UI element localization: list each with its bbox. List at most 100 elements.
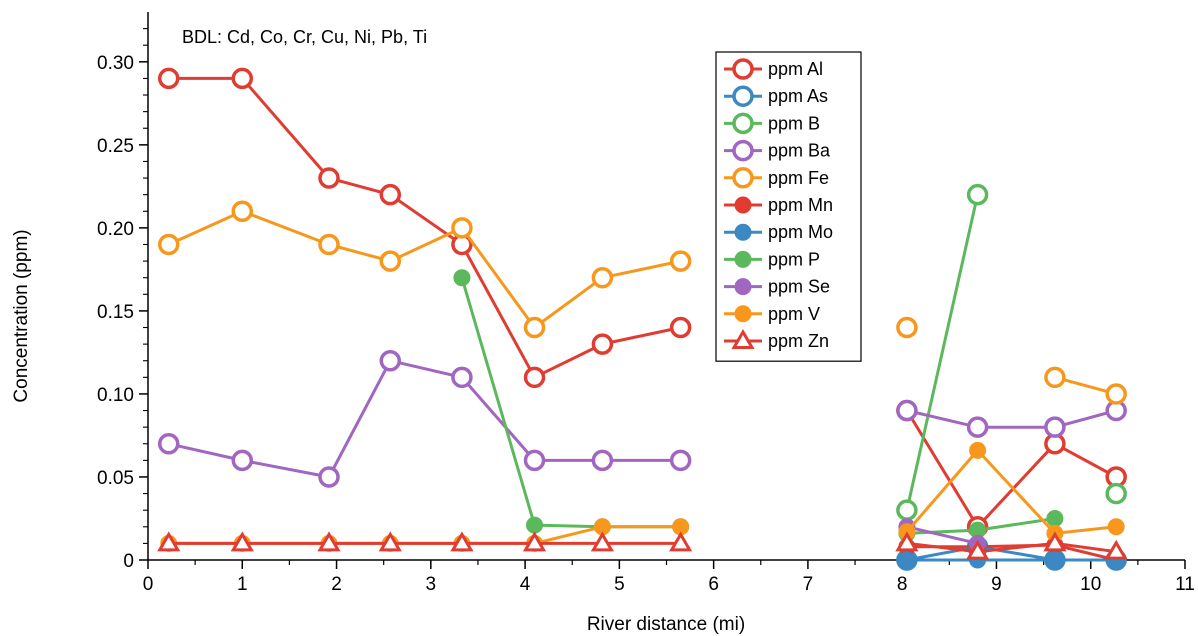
data-point	[450, 531, 474, 552]
data-point	[591, 266, 614, 289]
legend-label: ppm Ba	[768, 141, 831, 161]
data-point	[1107, 518, 1125, 536]
y-tick-label: 0.10	[97, 385, 134, 406]
series-line	[168, 76, 681, 379]
y-tick-label: 0.25	[97, 136, 134, 157]
data-point	[379, 349, 402, 372]
data-point	[1104, 539, 1128, 560]
data-point	[591, 333, 614, 355]
data-point	[669, 449, 692, 472]
x-tick-label: 3	[426, 574, 437, 595]
data-point	[966, 416, 989, 438]
data-point	[378, 531, 402, 552]
data-point	[379, 250, 402, 272]
bdl-note: BDL: Cd, Co, Cr, Cu, Ni, Pb, Ti	[182, 27, 427, 47]
series-line	[168, 209, 681, 329]
data-point	[318, 167, 340, 189]
legend-label: ppm V	[768, 304, 820, 324]
x-tick-label: 4	[520, 574, 531, 595]
data-point	[966, 183, 989, 206]
data-point	[526, 516, 544, 534]
data-point	[318, 233, 340, 256]
x-tick-label: 10	[1080, 574, 1101, 595]
legend-item: ppm Mo	[724, 222, 833, 242]
x-tick-label: 8	[897, 574, 908, 595]
data-point	[591, 449, 614, 472]
series-ppm-al	[157, 67, 1127, 538]
data-point	[590, 531, 615, 552]
series-line	[906, 409, 1117, 429]
x-tick-label: 5	[614, 574, 625, 595]
data-point	[732, 58, 754, 80]
data-point	[317, 531, 341, 552]
legend-item: ppm Se	[724, 277, 830, 297]
legend-label: ppm Al	[768, 59, 823, 79]
series-line	[906, 525, 978, 545]
data-point	[732, 139, 754, 162]
data-point	[732, 85, 754, 107]
legend-item: ppm V	[724, 304, 820, 324]
legend-label: ppm Mo	[768, 222, 833, 242]
x-tick-label: 6	[708, 574, 719, 595]
legend-label: ppm P	[768, 249, 820, 269]
data-point	[379, 183, 402, 206]
data-point	[231, 67, 254, 90]
data-point	[1105, 482, 1127, 505]
data-point	[157, 433, 180, 455]
data-point	[318, 466, 340, 488]
axes: 0 1 2 3 4 5 6 7 8 9 10 11 0 0.05 0.10 0.15 0.20 0.25 0.30	[97, 12, 1195, 595]
legend-item: ppm Zn	[724, 329, 829, 351]
x-axis-title: River distance (mi)	[587, 614, 745, 635]
data-point	[157, 531, 181, 552]
data-point	[1105, 383, 1127, 405]
data-point	[898, 551, 916, 569]
data-point	[896, 316, 918, 339]
series-line	[460, 277, 681, 529]
data-point	[451, 217, 473, 239]
legend-label: ppm B	[768, 113, 820, 133]
data-point	[734, 305, 752, 323]
y-axis-title: Concentration (ppm)	[11, 229, 32, 402]
series-ppm-b	[896, 183, 1127, 521]
data-point	[523, 366, 546, 389]
data-point	[231, 200, 254, 223]
data-point	[453, 269, 471, 287]
y-tick-label: 0.30	[97, 53, 134, 74]
series-line	[905, 409, 1117, 529]
data-point	[669, 250, 692, 272]
legend-label: ppm Se	[768, 277, 830, 297]
x-tick-label: 9	[991, 574, 1002, 595]
data-point	[231, 449, 254, 472]
data-point	[896, 399, 918, 422]
legend-item: ppm B	[724, 112, 820, 135]
series-line	[906, 541, 1117, 554]
y-tick-label: 0	[123, 551, 134, 572]
data-point	[451, 366, 473, 389]
legend-item: ppm Al	[724, 58, 823, 80]
legend-item: ppm P	[724, 249, 820, 269]
data-point	[157, 67, 180, 90]
data-point	[734, 223, 752, 241]
data-point	[734, 196, 752, 214]
series-ppm-zn	[157, 531, 1128, 560]
legend-item: ppm Mn	[724, 195, 833, 215]
legend: ppm Al ppm As ppm B ppm Ba ppm Fe ppm Mn ppm M…	[715, 51, 862, 362]
data-point	[732, 167, 754, 189]
data-point	[1044, 366, 1066, 389]
y-tick-label: 0.20	[97, 219, 134, 240]
data-point	[669, 531, 693, 552]
x-tick-label: 11	[1175, 574, 1195, 595]
data-point	[1043, 531, 1067, 552]
series-ppm-ba	[157, 349, 1127, 488]
data-point	[157, 233, 180, 256]
legend-label: ppm Mn	[768, 195, 833, 215]
series-ppm-fe	[157, 200, 1127, 405]
data-point	[523, 449, 546, 472]
x-tick-label: 7	[803, 574, 814, 595]
data-point	[896, 499, 918, 521]
data-point	[522, 531, 547, 552]
data-point	[1046, 509, 1064, 527]
series-line	[905, 194, 980, 511]
legend-item: ppm As	[724, 85, 828, 107]
